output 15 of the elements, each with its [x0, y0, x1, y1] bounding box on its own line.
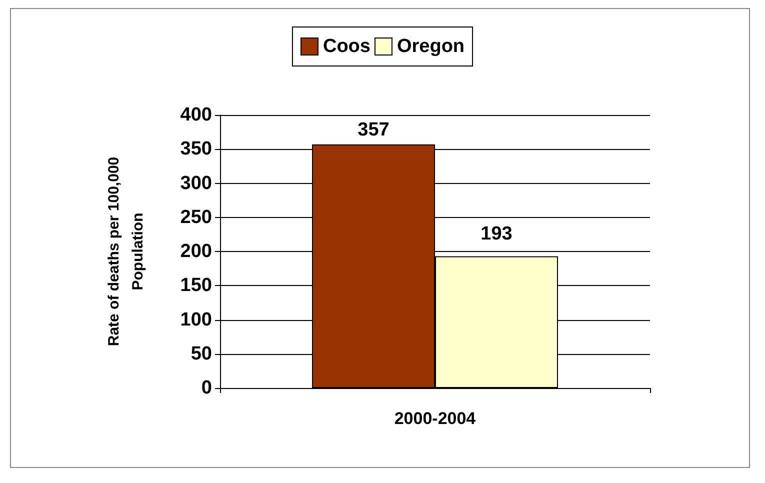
y-tick-label: 0	[201, 378, 212, 398]
data-label: 357	[358, 119, 390, 140]
legend-label: Coos	[322, 36, 370, 57]
y-tick-label: 350	[180, 138, 212, 160]
y-tick-label: 150	[180, 275, 212, 296]
y-tick-label: 100	[180, 309, 212, 330]
legend-label: Oregon	[396, 36, 465, 57]
y-tick-label: 400	[180, 104, 212, 126]
y-tick-label: 200	[180, 241, 212, 262]
x-tick-label: 2000-2004	[394, 409, 476, 428]
data-label: 193	[480, 223, 512, 244]
y-axis-title: Rate of deaths per 100,000 Population	[106, 156, 146, 346]
y-tick-label: 50	[190, 343, 212, 364]
y-tick-label: 300	[180, 172, 212, 194]
y-tick-label: 250	[180, 206, 212, 228]
